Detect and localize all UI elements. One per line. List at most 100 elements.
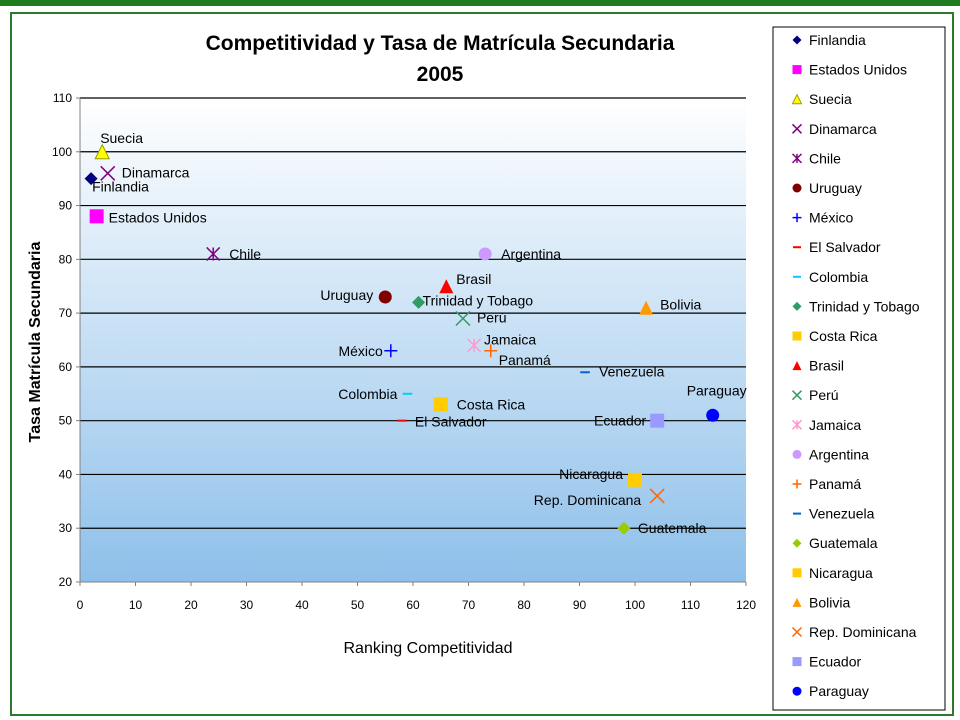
x-tick-label: 40: [295, 598, 309, 612]
point-label-trinidad-y-tobago: Trinidad y Tobago: [423, 292, 534, 308]
x-tick-label: 110: [681, 598, 700, 612]
legend-item-peru: Perú: [809, 387, 839, 403]
point-label-mexico: México: [338, 343, 383, 359]
point-label-el-salvador: El Salvador: [415, 414, 487, 430]
x-tick-label: 80: [517, 598, 531, 612]
legend-item-bolivia: Bolivia: [809, 594, 850, 610]
legend-item-finlandia: Finlandia: [809, 32, 866, 48]
legend-item-rep-dominicana: Rep. Dominicana: [809, 624, 917, 640]
point-label-bolivia: Bolivia: [660, 297, 701, 313]
legend-item-panama: Panamá: [809, 476, 861, 492]
legend-item-chile: Chile: [809, 150, 841, 166]
point-bolivia: [639, 300, 654, 315]
legend-marker-jamaica: [791, 419, 803, 430]
y-tick-label: 50: [59, 414, 73, 428]
plot-area: [80, 98, 746, 582]
point-label-panama: Panamá: [499, 352, 551, 368]
legend-marker-dinamarca: [791, 123, 803, 134]
y-tick-label: 30: [59, 521, 73, 535]
point-label-venezuela: Venezuela: [599, 363, 665, 379]
point-label-costa-rica: Costa Rica: [457, 397, 526, 413]
legend-item-mexico: México: [809, 210, 854, 226]
point-label-suecia: Suecia: [100, 130, 143, 146]
point-chile: [206, 246, 221, 261]
legend-item-nicaragua: Nicaragua: [809, 565, 873, 581]
legend-item-dinamarca: Dinamarca: [809, 121, 877, 137]
legend: Finlandia Estados Unidos Suecia Dinamarca Ch…: [791, 32, 920, 699]
y-tick-label: 80: [59, 252, 73, 266]
legend-item-suecia: Suecia: [809, 91, 852, 107]
legend-box: [772, 26, 946, 711]
y-tick-label: 40: [59, 467, 73, 481]
legend-item-trinidad-y-tobago: Trinidad y Tobago: [809, 298, 920, 314]
legend-marker-chile: [791, 153, 803, 164]
point-label-jamaica: Jamaica: [484, 331, 536, 347]
legend-marker-brasil: [792, 361, 802, 371]
top-accent-bar: [0, 0, 960, 6]
legend-marker-trinidad-y-tobago: [792, 301, 802, 311]
point-panama: [484, 344, 498, 358]
legend-item-colombia: Colombia: [809, 269, 868, 285]
legend-item-venezuela: Venezuela: [809, 506, 875, 522]
legend-marker-panama: [792, 479, 802, 489]
y-tick-label: 90: [59, 199, 73, 213]
point-mexico: [384, 344, 398, 358]
legend-marker-suecia: [791, 93, 803, 105]
point-argentina: [478, 247, 492, 261]
legend-marker-bolivia: [792, 597, 802, 607]
point-label-argentina: Argentina: [501, 246, 561, 262]
x-tick-label: 60: [406, 598, 420, 612]
legend-marker-argentina: [792, 449, 802, 459]
point-label-peru: Perú: [477, 309, 507, 325]
legend-item-estados-unidos: Estados Unidos: [809, 62, 907, 78]
legend-item-uruguay: Uruguay: [809, 180, 862, 196]
legend-item-ecuador: Ecuador: [809, 654, 861, 670]
legend-marker-ecuador: [792, 657, 802, 667]
x-tick-label: 120: [736, 598, 756, 612]
y-tick-label: 110: [53, 91, 72, 105]
legend-item-jamaica: Jamaica: [809, 417, 861, 433]
point-brasil: [439, 279, 454, 294]
point-label-colombia: Colombia: [338, 386, 397, 402]
point-label-paraguay: Paraguay: [687, 382, 747, 398]
x-tick-label: 30: [240, 598, 254, 612]
point-rep-dominicana: [649, 488, 665, 504]
legend-item-paraguay: Paraguay: [809, 683, 869, 699]
point-label-guatemala: Guatemala: [638, 520, 707, 536]
x-tick-label: 10: [129, 598, 143, 612]
point-label-brasil: Brasil: [456, 271, 491, 287]
point-label-finlandia: Finlandia: [92, 179, 149, 195]
point-label-ecuador: Ecuador: [594, 413, 646, 429]
y-tick-label: 70: [59, 306, 73, 320]
point-trinidad-y-tobago: [412, 295, 426, 309]
point-label-estados-unidos: Estados Unidos: [109, 209, 207, 225]
chart-border: [10, 12, 954, 716]
legend-marker-paraguay: [792, 686, 802, 696]
x-tick-label: 0: [77, 598, 84, 612]
legend-marker-mexico: [792, 213, 802, 223]
point-peru: [455, 310, 471, 327]
point-nicaragua: [628, 472, 642, 487]
y-tick-label: 100: [52, 145, 72, 159]
legend-marker-estados-unidos: [792, 65, 802, 75]
y-tick-label: 20: [59, 575, 73, 589]
chart-title-line-1: Competitividad y Tasa de Matrícula Secun…: [206, 32, 675, 55]
point-dinamarca: [100, 165, 116, 181]
legend-marker-costa-rica: [792, 331, 802, 341]
legend-item-guatemala: Guatemala: [809, 535, 878, 551]
point-finlandia: [84, 172, 98, 186]
legend-marker-guatemala: [792, 538, 802, 548]
point-guatemala: [617, 521, 631, 535]
x-tick-label: 50: [351, 598, 365, 612]
legend-marker-rep-dominicana: [791, 626, 803, 638]
point-label-uruguay: Uruguay: [320, 287, 373, 303]
legend-item-brasil: Brasil: [809, 358, 844, 374]
point-costa-rica: [433, 397, 448, 412]
point-paraguay: [706, 408, 720, 422]
y-axis-label: Tasa Matrícula Secundaria: [27, 242, 44, 443]
legend-item-el-salvador: El Salvador: [809, 239, 881, 255]
legend-marker-uruguay: [792, 183, 802, 193]
legend-marker-finlandia: [792, 35, 802, 45]
